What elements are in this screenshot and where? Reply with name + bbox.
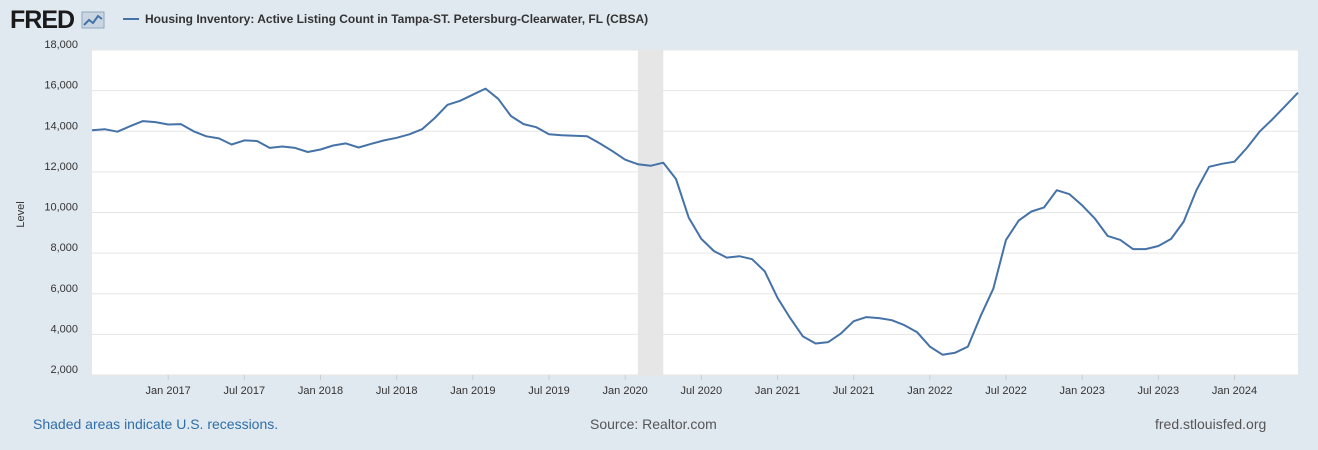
- fred-logo-text: FRED: [10, 6, 75, 34]
- fred-logo[interactable]: FRED: [10, 6, 105, 35]
- fred-url[interactable]: fred.stlouisfed.org: [1155, 416, 1267, 432]
- recession-note[interactable]: Shaded areas indicate U.S. recessions.: [33, 416, 279, 432]
- y-tick-label: 2,000: [50, 364, 78, 376]
- grid-layer: [92, 49, 1298, 376]
- legend-series-label: Housing Inventory: Active Listing Count …: [145, 12, 649, 26]
- x-tick-label: Jul 2019: [528, 385, 570, 397]
- x-tick-label: Jan 2018: [298, 385, 343, 397]
- y-tick-label: 6,000: [50, 283, 78, 295]
- x-tick-label: Jul 2017: [224, 385, 266, 397]
- y-axis-label: Level: [15, 201, 27, 227]
- x-tick-label: Jan 2017: [146, 385, 191, 397]
- x-tick-label: Jan 2024: [1212, 385, 1257, 397]
- x-tick-label: Jul 2021: [833, 385, 875, 397]
- x-tick-label: Jul 2023: [1138, 385, 1180, 397]
- x-tick-label: Jan 2022: [907, 385, 952, 397]
- y-tick-label: 16,000: [44, 80, 78, 92]
- series-line: [91, 87, 1299, 356]
- chart-logo-icon: [81, 11, 105, 29]
- chart-legend: Housing Inventory: Active Listing Count …: [123, 12, 648, 26]
- x-tick-label: Jul 2020: [681, 385, 723, 397]
- series-layer: [91, 87, 1299, 356]
- y-axis-ticks: 2,000 4,000 6,000 8,000 10,000 12,000 14,000 16…: [44, 39, 78, 376]
- y-tick-label: 8,000: [50, 242, 78, 254]
- y-tick-label: 12,000: [44, 161, 78, 173]
- x-tick-label: Jul 2018: [376, 385, 418, 397]
- y-tick-label: 10,000: [44, 202, 78, 214]
- y-tick-label: 4,000: [50, 323, 78, 335]
- y-tick-label: 14,000: [44, 120, 78, 132]
- x-tick-label: Jul 2022: [985, 385, 1027, 397]
- source-label[interactable]: Source: Realtor.com: [590, 416, 717, 432]
- x-axis-ticks: Jan 2017 Jul 2017 Jan 2018 Jul 2018 Jan 2019…: [146, 375, 1257, 397]
- legend-line-swatch: [123, 18, 139, 20]
- x-tick-label: Jan 2020: [603, 385, 648, 397]
- x-tick-label: Jan 2023: [1060, 385, 1105, 397]
- x-tick-label: Jan 2019: [450, 385, 495, 397]
- x-tick-label: Jan 2021: [755, 385, 800, 397]
- y-tick-label: 18,000: [44, 39, 78, 51]
